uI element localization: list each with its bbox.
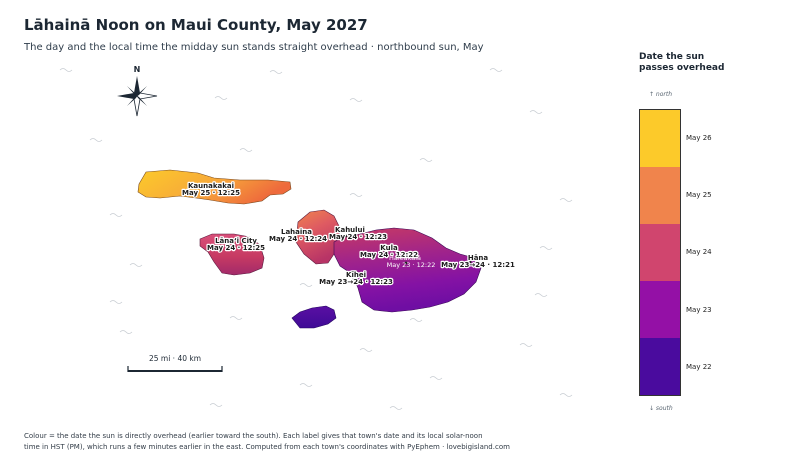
- legend-south-note: ↓ south: [649, 405, 673, 412]
- town-time-haleakala: May 23 · 12:22: [387, 261, 436, 269]
- ocean-waves: [59, 68, 573, 410]
- town-time-hana: May 23→24 · 12:21: [441, 261, 515, 269]
- footer-note: Colour = the date the sun is directly ov…: [24, 431, 584, 453]
- legend-swatch-may-22: [640, 338, 680, 395]
- map-title: Lāhainā Noon on Maui County, May 2027: [24, 16, 368, 34]
- footer-line-2: time in HST (PM), which runs a few minut…: [24, 443, 510, 451]
- town-time-kula: May 24 · 12:22: [360, 251, 418, 259]
- legend-north-note: ↑ north: [649, 91, 673, 98]
- legend-swatch-may-25: [640, 167, 680, 224]
- town-label-kula: Kula: [380, 244, 398, 252]
- town-time-lahaina: May 24 · 12:24: [269, 235, 327, 243]
- town-label-haleakala: Haleakalā: [389, 254, 421, 262]
- map-canvas: N Kaunakakai May 25 · 12:25 Lāna‘i City …: [59, 65, 573, 410]
- map-subtitle: The day and the local time the midday su…: [24, 42, 484, 53]
- compass-north-label: N: [134, 65, 141, 74]
- footer-line-1: Colour = the date the sun is directly ov…: [24, 432, 483, 440]
- town-label-hana: Hāna: [468, 254, 489, 262]
- scale-bar: [127, 366, 223, 372]
- legend-swatch-may-26: [640, 110, 680, 167]
- town-label-kahului: Kahului: [335, 226, 365, 234]
- island-molokai: [137, 169, 292, 205]
- legend-label: May 26: [686, 133, 712, 142]
- town-time-kahului: May 24 · 12:23: [329, 233, 387, 241]
- town-label-lahaina: Lahaina: [281, 228, 312, 236]
- town-time-kaunakakai: May 25 · 12:25: [182, 189, 240, 197]
- town-label-kihei: Kīhei: [346, 271, 366, 279]
- legend-color-bar: [639, 109, 681, 396]
- island-lanai: [199, 233, 265, 276]
- town-label-lanai-city: Lāna‘i City: [215, 237, 257, 245]
- town-markers: [209, 184, 472, 281]
- legend-label: May 24: [686, 248, 712, 257]
- town-time-lanai-city: May 24 · 12:25: [207, 244, 265, 252]
- island-kahoolawe: [291, 305, 337, 329]
- town-time-kihei: May 23→24 · 12:23: [319, 278, 393, 286]
- legend-swatch-may-23: [640, 281, 680, 338]
- legend-title: Date the sun passes overhead: [639, 52, 724, 74]
- legend-swatch-may-24: [640, 224, 680, 281]
- legend-labels: May 26 May 25 May 24 May 23 May 22: [686, 109, 746, 396]
- legend-label: May 22: [686, 363, 712, 372]
- legend-title-line2: passes overhead: [639, 63, 725, 73]
- legend-title-line1: Date the sun: [639, 52, 705, 62]
- town-label-kaunakakai: Kaunakakai: [188, 182, 234, 190]
- island-east-maui: [333, 227, 482, 313]
- legend-label: May 23: [686, 305, 712, 314]
- scale-bar-label: 25 mi · 40 km: [149, 354, 201, 363]
- legend-label: May 25: [686, 191, 712, 200]
- compass-rose: [117, 76, 158, 117]
